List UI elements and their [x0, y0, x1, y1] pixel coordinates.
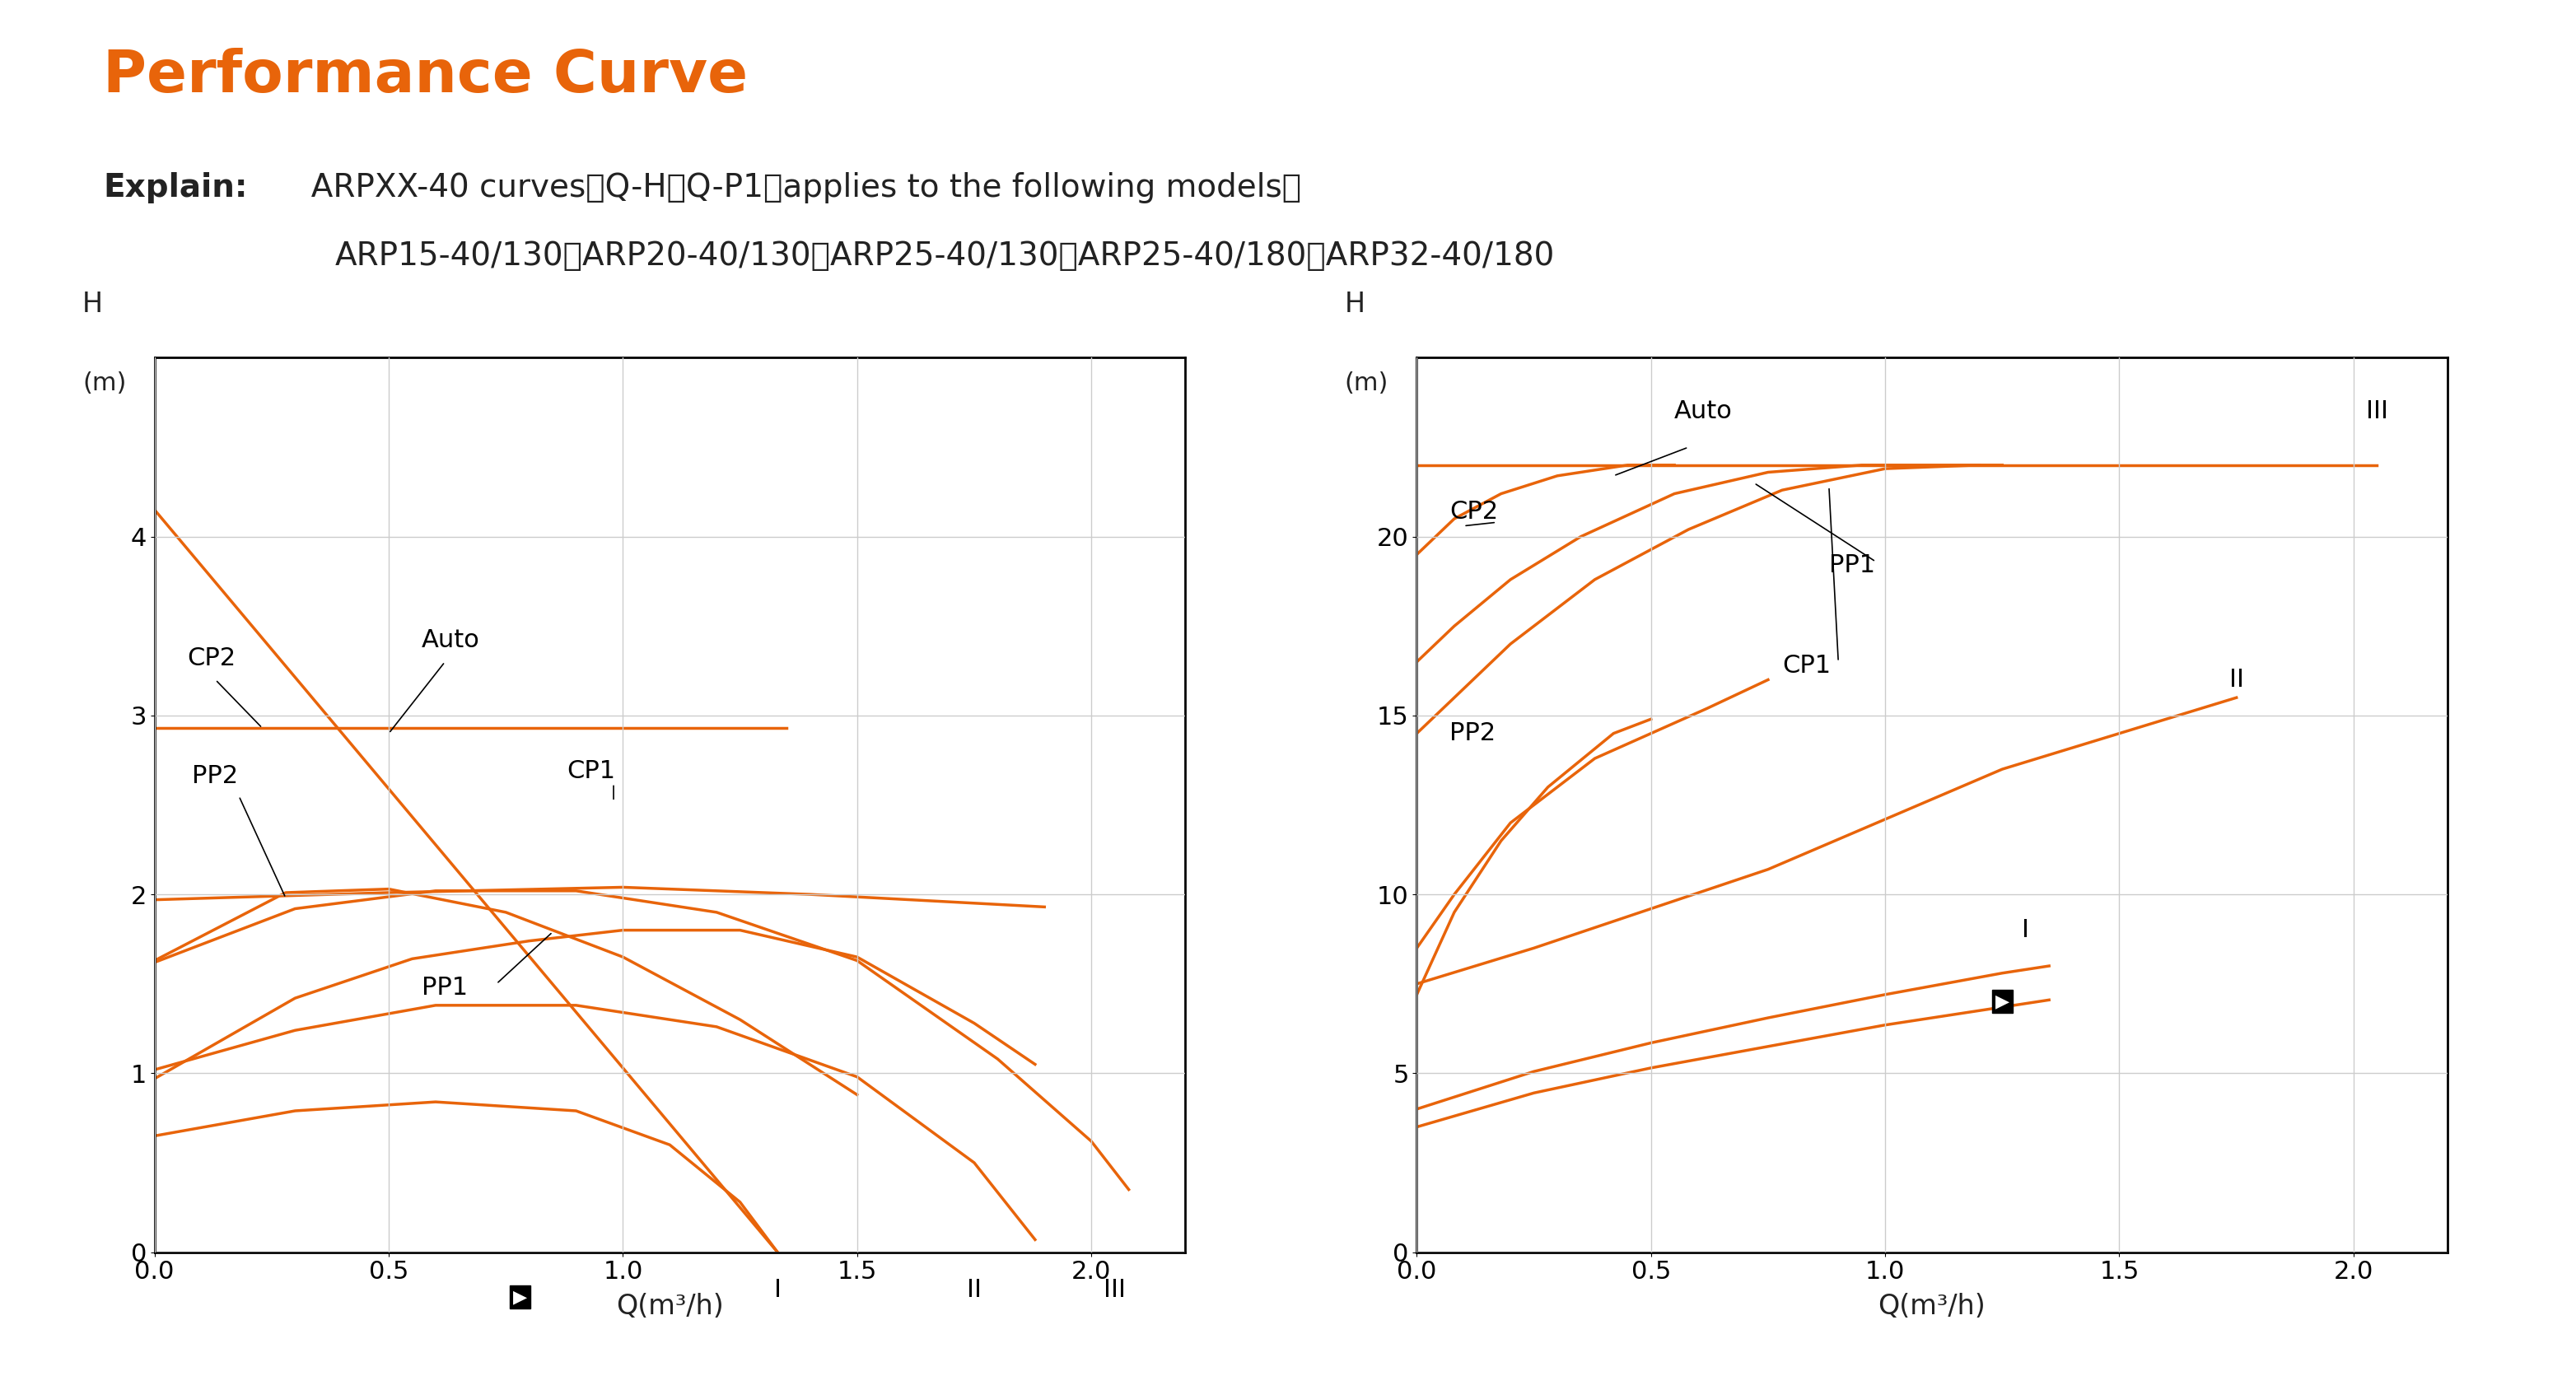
- Text: ARPXX-40 curves（Q-H、Q-P1）applies to the following models：: ARPXX-40 curves（Q-H、Q-P1）applies to the …: [291, 172, 1301, 204]
- Text: CP1: CP1: [1783, 654, 1832, 677]
- X-axis label: Q(m³/h): Q(m³/h): [1878, 1293, 1986, 1321]
- Text: ARP15-40/130、ARP20-40/130、ARP25-40/130、ARP25-40/180、ARP32-40/180: ARP15-40/130、ARP20-40/130、ARP25-40/130、A…: [335, 241, 1556, 272]
- Text: (m): (m): [1345, 372, 1388, 395]
- Text: II: II: [2228, 667, 2244, 692]
- Text: III: III: [1103, 1278, 1126, 1302]
- Text: ▶: ▶: [513, 1289, 528, 1304]
- Text: II: II: [966, 1278, 981, 1302]
- Text: H: H: [82, 290, 103, 318]
- Text: PP2: PP2: [193, 765, 237, 788]
- Text: CP1: CP1: [567, 760, 616, 783]
- Text: Auto: Auto: [422, 629, 479, 652]
- Text: I: I: [2022, 918, 2030, 943]
- Text: Performance Curve: Performance Curve: [103, 48, 747, 105]
- Text: H: H: [1345, 290, 1365, 318]
- Text: Auto: Auto: [1674, 399, 1734, 424]
- Text: PP1: PP1: [1829, 553, 1875, 578]
- Text: PP2: PP2: [1450, 721, 1497, 746]
- Text: I: I: [773, 1278, 781, 1302]
- Text: CP2: CP2: [188, 647, 237, 670]
- Text: PP1: PP1: [422, 976, 469, 999]
- Text: ▶: ▶: [1996, 993, 2009, 1010]
- Text: Explain:: Explain:: [103, 172, 247, 204]
- Text: CP2: CP2: [1450, 499, 1499, 524]
- Text: (m): (m): [82, 372, 126, 395]
- X-axis label: Q(m³/h): Q(m³/h): [616, 1293, 724, 1321]
- Text: III: III: [2365, 399, 2388, 424]
